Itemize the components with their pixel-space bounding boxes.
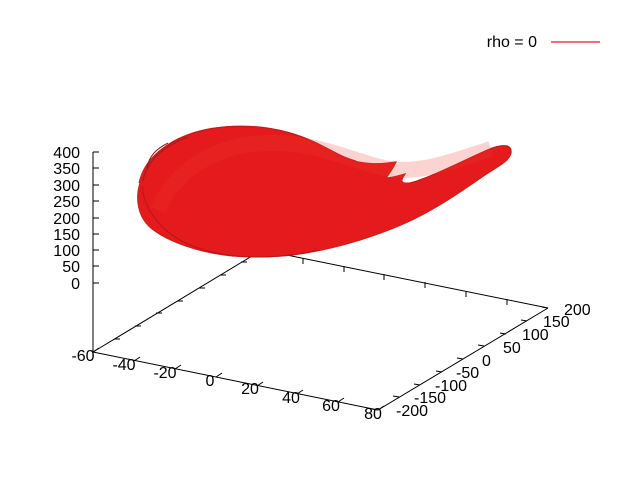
y-tick-200 [541, 306, 549, 309]
series-rho-0-inner-highlight [150, 134, 494, 214]
series-rho-0 [137, 125, 512, 258]
y-label--50: -50 [456, 365, 479, 382]
back-right-axis-ticks [302, 258, 508, 305]
y-tick--200 [371, 408, 379, 411]
series-rho-0-outline-1 [138, 125, 357, 184]
y-tick-50 [477, 344, 485, 347]
z-label-400: 400 [53, 145, 80, 162]
x-label-0: 0 [206, 373, 215, 390]
y-label-100: 100 [522, 327, 549, 344]
x-tick--40 [133, 356, 141, 362]
z-label-350: 350 [53, 161, 80, 178]
y-label-50: 50 [503, 340, 521, 357]
y-label--100: -100 [435, 378, 467, 395]
x-tick-40 [296, 389, 304, 395]
x-label-40: 40 [282, 390, 300, 407]
z-label-50: 50 [62, 259, 80, 276]
z-label-250: 250 [53, 194, 80, 211]
x-label--60: -60 [71, 348, 94, 365]
y-label--200: -200 [396, 403, 428, 420]
x-tick-80 [377, 405, 385, 411]
x-tick-labels: -60 -40 -20 0 20 40 60 80 [71, 348, 382, 423]
x-label-60: 60 [322, 398, 340, 415]
y-tick--50 [435, 370, 443, 373]
z-tick-marks [93, 151, 99, 284]
y-tick-labels: -200 -150 -100 -50 0 50 100 150 200 [396, 302, 591, 420]
series-rho-0-outline-3 [142, 136, 189, 182]
legend-label-rho-0: rho = 0 [487, 34, 537, 51]
back-x-axis-line [261, 249, 549, 309]
z-label-200: 200 [53, 211, 80, 228]
y-tick--100 [413, 383, 421, 386]
z-tick-labels: 400 350 300 250 200 150 100 50 0 [53, 145, 80, 293]
x-tick-marks [92, 347, 385, 411]
x-tick--20 [174, 364, 182, 370]
x-axis-line [92, 351, 379, 411]
legend: rho = 0 [487, 34, 600, 51]
y-tick--150 [392, 395, 400, 398]
z-label-0: 0 [71, 276, 80, 293]
x-tick--60 [92, 347, 100, 353]
back-axis-ticks [114, 261, 247, 340]
x-tick-60 [337, 397, 345, 403]
x-tick-20 [256, 381, 264, 387]
y-label-200: 200 [564, 302, 591, 319]
z-label-100: 100 [53, 243, 80, 260]
y-label-150: 150 [543, 314, 570, 331]
x-label--40: -40 [112, 357, 135, 374]
series-rho-0-outline-2 [141, 185, 319, 258]
y-label-0: 0 [482, 353, 491, 370]
series-rho-0-outline-4 [146, 142, 169, 169]
series-rho-0-outline-5 [407, 145, 511, 185]
x-label-80: 80 [364, 406, 382, 423]
z-label-300: 300 [53, 178, 80, 195]
z-label-150: 150 [53, 227, 80, 244]
x-label--20: -20 [153, 365, 176, 382]
y-tick-150 [520, 319, 528, 322]
y-tick-0 [456, 357, 464, 360]
y-tick-marks [371, 306, 549, 411]
y-label--150: -150 [414, 390, 446, 407]
x-label-20: 20 [241, 381, 259, 398]
y-tick-100 [499, 332, 507, 335]
x-tick-0 [215, 372, 223, 378]
